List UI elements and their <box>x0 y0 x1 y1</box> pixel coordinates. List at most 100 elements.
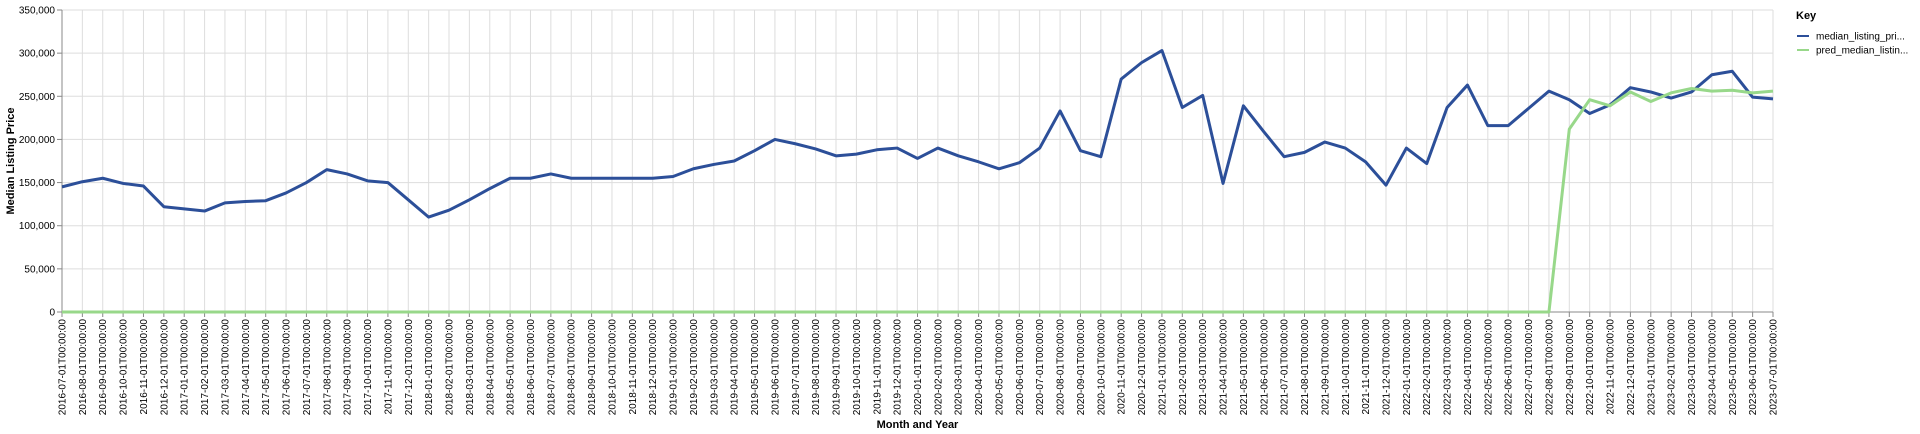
x-tick-label: 2023-07-01T00:00:00 <box>1769 319 1780 416</box>
x-tick-label: 2017-04-01T00:00:00 <box>241 319 252 416</box>
x-tick-label: 2021-10-01T00:00:00 <box>1341 319 1352 416</box>
x-tick-label: 2022-09-01T00:00:00 <box>1565 319 1576 416</box>
x-tick-label: 2023-04-01T00:00:00 <box>1707 319 1718 416</box>
x-tick-label: 2019-05-01T00:00:00 <box>750 319 761 416</box>
x-tick-label: 2018-10-01T00:00:00 <box>607 319 618 416</box>
x-tick-label: 2017-02-01T00:00:00 <box>200 319 211 416</box>
x-tick-label: 2019-03-01T00:00:00 <box>709 319 720 416</box>
y-tick-label: 150,000 <box>19 178 56 189</box>
x-tick-label: 2020-08-01T00:00:00 <box>1056 319 1067 416</box>
x-tick-label: 2020-02-01T00:00:00 <box>933 319 944 416</box>
x-tick-label: 2017-06-01T00:00:00 <box>282 319 293 416</box>
y-tick-label: 300,000 <box>19 49 56 60</box>
y-tick-label: 250,000 <box>19 92 56 103</box>
x-tick-label: 2019-10-01T00:00:00 <box>852 319 863 416</box>
x-tick-label: 2017-08-01T00:00:00 <box>322 319 333 416</box>
x-tick-label: 2016-07-01T00:00:00 <box>58 319 69 416</box>
x-axis-title: Month and Year <box>877 419 959 431</box>
x-tick-label: 2021-01-01T00:00:00 <box>1157 319 1168 416</box>
x-tick-label: 2018-02-01T00:00:00 <box>445 319 456 416</box>
x-tick-label: 2022-10-01T00:00:00 <box>1585 319 1596 416</box>
series-lines <box>61 49 1774 314</box>
x-tick-label: 2021-03-01T00:00:00 <box>1198 319 1209 416</box>
x-tick-label: 2018-01-01T00:00:00 <box>424 319 435 416</box>
gridlines <box>61 9 1774 313</box>
x-tick-label: 2020-06-01T00:00:00 <box>1015 319 1026 416</box>
x-tick-label: 2019-01-01T00:00:00 <box>669 319 680 416</box>
y-tick-label: 100,000 <box>19 221 56 232</box>
x-tick-label: 2019-04-01T00:00:00 <box>730 319 741 416</box>
x-tick-label: 2020-11-01T00:00:00 <box>1117 319 1128 415</box>
x-tick-label: 2023-03-01T00:00:00 <box>1687 319 1698 416</box>
x-tick-label: 2019-07-01T00:00:00 <box>791 319 802 416</box>
x-tick-label: 2018-05-01T00:00:00 <box>506 319 517 416</box>
x-tick-label: 2018-07-01T00:00:00 <box>546 319 557 416</box>
x-tick-label: 2022-03-01T00:00:00 <box>1443 319 1454 416</box>
x-tick-label: 2022-04-01T00:00:00 <box>1463 319 1474 416</box>
x-tick-label: 2022-11-01T00:00:00 <box>1606 319 1617 415</box>
x-tick-label: 2020-03-01T00:00:00 <box>954 319 965 416</box>
x-tick-label: 2016-10-01T00:00:00 <box>119 319 130 416</box>
x-tick-label: 2019-11-01T00:00:00 <box>872 319 883 415</box>
legend-label: median_listing_pri... <box>1816 32 1905 43</box>
y-tick-label: 350,000 <box>19 6 56 17</box>
x-tick-label: 2018-11-01T00:00:00 <box>628 319 639 415</box>
x-tick-label: 2017-10-01T00:00:00 <box>363 319 374 416</box>
x-tick-label: 2016-12-01T00:00:00 <box>159 319 170 416</box>
x-tick-label: 2017-09-01T00:00:00 <box>343 319 354 416</box>
y-axis-title: Median Listing Price <box>5 108 17 215</box>
x-tick-label: 2016-11-01T00:00:00 <box>139 319 150 415</box>
x-tick-label: 2021-07-01T00:00:00 <box>1280 319 1291 416</box>
x-tick-label: 2018-06-01T00:00:00 <box>526 319 537 416</box>
x-tick-label: 2023-06-01T00:00:00 <box>1748 319 1759 416</box>
x-tick-label: 2022-01-01T00:00:00 <box>1402 319 1413 416</box>
x-tick-label: 2021-04-01T00:00:00 <box>1219 319 1230 416</box>
x-tick-label: 2023-02-01T00:00:00 <box>1667 319 1678 416</box>
x-tick-label: 2017-11-01T00:00:00 <box>383 319 394 415</box>
x-tick-label: 2017-12-01T00:00:00 <box>404 319 415 416</box>
series-line-1 <box>61 49 1774 219</box>
x-tick-label: 2020-05-01T00:00:00 <box>994 319 1005 416</box>
x-tick-label: 2018-08-01T00:00:00 <box>567 319 578 416</box>
x-tick-label: 2021-12-01T00:00:00 <box>1381 319 1392 416</box>
x-tick-label: 2016-09-01T00:00:00 <box>98 319 109 416</box>
x-tick-label: 2022-02-01T00:00:00 <box>1422 319 1433 416</box>
x-tick-label: 2021-09-01T00:00:00 <box>1320 319 1331 416</box>
x-tick-label: 2022-08-01T00:00:00 <box>1544 319 1555 416</box>
x-tick-label: 2020-10-01T00:00:00 <box>1096 319 1107 416</box>
y-tick-label: 50,000 <box>24 264 55 275</box>
x-tick-label: 2017-05-01T00:00:00 <box>261 319 272 416</box>
x-tick-label: 2019-08-01T00:00:00 <box>811 319 822 416</box>
legend: Key median_listing_pri... pred_median_lis… <box>1796 10 1908 57</box>
x-tick-label: 2020-09-01T00:00:00 <box>1076 319 1087 416</box>
x-tick-label: 2022-06-01T00:00:00 <box>1504 319 1515 416</box>
axes: 0 50,000 100,000 150,000 200,000 250,000 300,0… <box>19 6 1780 416</box>
x-tick-label: 2021-05-01T00:00:00 <box>1239 319 1250 416</box>
x-tick-label: 2020-12-01T00:00:00 <box>1137 319 1148 416</box>
x-tick-label: 2019-02-01T00:00:00 <box>689 319 700 416</box>
x-tick-label: 2020-04-01T00:00:00 <box>974 319 985 416</box>
x-tick-label: 2020-07-01T00:00:00 <box>1035 319 1046 416</box>
x-tick-label: 2020-01-01T00:00:00 <box>913 319 924 416</box>
x-tick-label: 2023-01-01T00:00:00 <box>1646 319 1657 416</box>
x-tick-label: 2018-03-01T00:00:00 <box>465 319 476 416</box>
x-tick-label: 2019-09-01T00:00:00 <box>832 319 843 416</box>
x-tick-label: 2019-12-01T00:00:00 <box>893 319 904 416</box>
x-tick-label: 2017-01-01T00:00:00 <box>180 319 191 416</box>
x-tick-label: 2017-07-01T00:00:00 <box>302 319 313 416</box>
x-tick-label: 2018-12-01T00:00:00 <box>648 319 659 416</box>
x-tick-label: 2019-06-01T00:00:00 <box>770 319 781 416</box>
legend-label: pred_median_listin... <box>1816 46 1908 57</box>
x-tick-label: 2021-06-01T00:00:00 <box>1259 319 1270 416</box>
x-tick-label: 2016-08-01T00:00:00 <box>78 319 89 416</box>
x-tick-label: 2021-02-01T00:00:00 <box>1178 319 1189 416</box>
x-tick-label: 2018-09-01T00:00:00 <box>587 319 598 416</box>
x-tick-label: 2017-03-01T00:00:00 <box>220 319 231 416</box>
x-tick-label: 2018-04-01T00:00:00 <box>485 319 496 416</box>
x-tick-label: 2022-05-01T00:00:00 <box>1483 319 1494 416</box>
x-tick-label: 2021-08-01T00:00:00 <box>1300 319 1311 416</box>
x-tick-label: 2022-07-01T00:00:00 <box>1524 319 1535 416</box>
y-tick-label: 0 <box>49 308 55 319</box>
x-tick-label: 2023-05-01T00:00:00 <box>1728 319 1739 416</box>
